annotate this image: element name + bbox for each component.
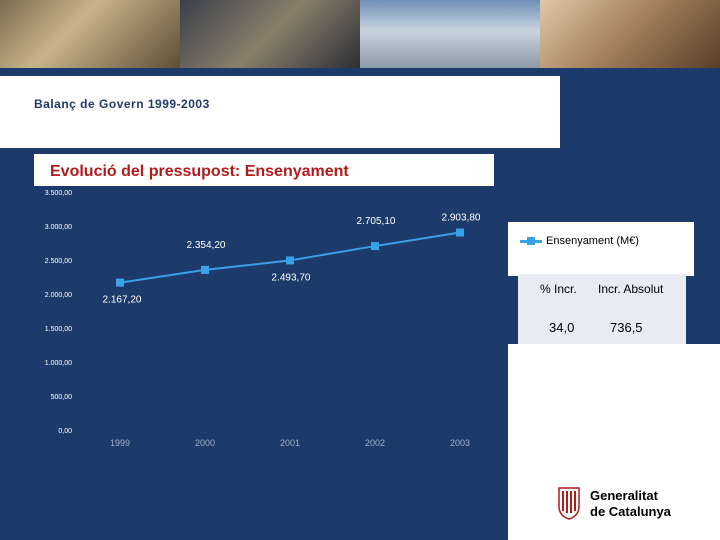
logo-area (508, 344, 720, 540)
chart-title: Evolució del pressupost: Ensenyament (50, 163, 349, 180)
data-label: 2.493,70 (272, 272, 311, 283)
data-point (371, 242, 379, 251)
tagline-bottom: guanyats (578, 113, 680, 141)
photo-building (360, 0, 540, 68)
y-tick-label: 2.500,00 (45, 258, 72, 265)
tagline-top: 4 anys (580, 94, 634, 114)
table-value-abs: 736,5 (610, 320, 643, 335)
x-tick-label: 2001 (280, 438, 300, 448)
chart-title-box (34, 154, 494, 186)
data-point (456, 228, 464, 237)
x-tick-label: 1999 (110, 438, 130, 448)
logo-text-line2: de Catalunya (590, 504, 671, 519)
photo-students (540, 0, 720, 68)
data-label: 2.354,20 (187, 240, 226, 251)
y-tick-label: 1.500,00 (45, 326, 72, 333)
line-chart: 0,00 500,00 1.000,00 1.500,00 2.000,00 2.500,… (45, 190, 481, 448)
y-tick-label: 1.000,00 (45, 360, 72, 367)
table-header-pct: % Incr. (540, 282, 577, 296)
increment-table (518, 274, 686, 348)
table-value-pct: 34,0 (549, 320, 575, 335)
legend-marker-icon (527, 237, 535, 245)
photo-police (180, 0, 360, 68)
x-tick-label: 2002 (365, 438, 385, 448)
data-point (201, 265, 209, 274)
photo-market (0, 0, 180, 68)
data-point (116, 278, 124, 287)
y-tick-label: 2.000,00 (45, 292, 72, 299)
legend-label: Ensenyament (M€) (546, 235, 639, 247)
y-tick-label: 500,00 (51, 394, 73, 401)
header-bar (0, 68, 720, 148)
data-label: 2.903,80 (442, 213, 481, 224)
y-tick-label: 3.000,00 (45, 224, 72, 231)
photo-banner (0, 0, 720, 68)
data-label: 2.167,20 (103, 295, 142, 306)
generalitat-logo-icon (558, 487, 580, 520)
chart-area: 0,00 500,00 1.000,00 1.500,00 2.000,00 2.500,… (34, 186, 494, 450)
x-tick-label: 2000 (195, 438, 215, 448)
logo-text-line1: Generalitat (590, 488, 658, 503)
legend-panel (508, 222, 694, 276)
data-label: 2.705,10 (357, 216, 396, 227)
table-header-abs: Incr. Absolut (598, 282, 664, 296)
x-tick-label: 2003 (450, 438, 470, 448)
y-tick-label: 0,00 (58, 428, 72, 435)
data-point (286, 256, 294, 265)
y-tick-label: 3.500,00 (45, 190, 72, 197)
slide-subtitle: Balanç de Govern 1999-2003 (34, 97, 210, 111)
